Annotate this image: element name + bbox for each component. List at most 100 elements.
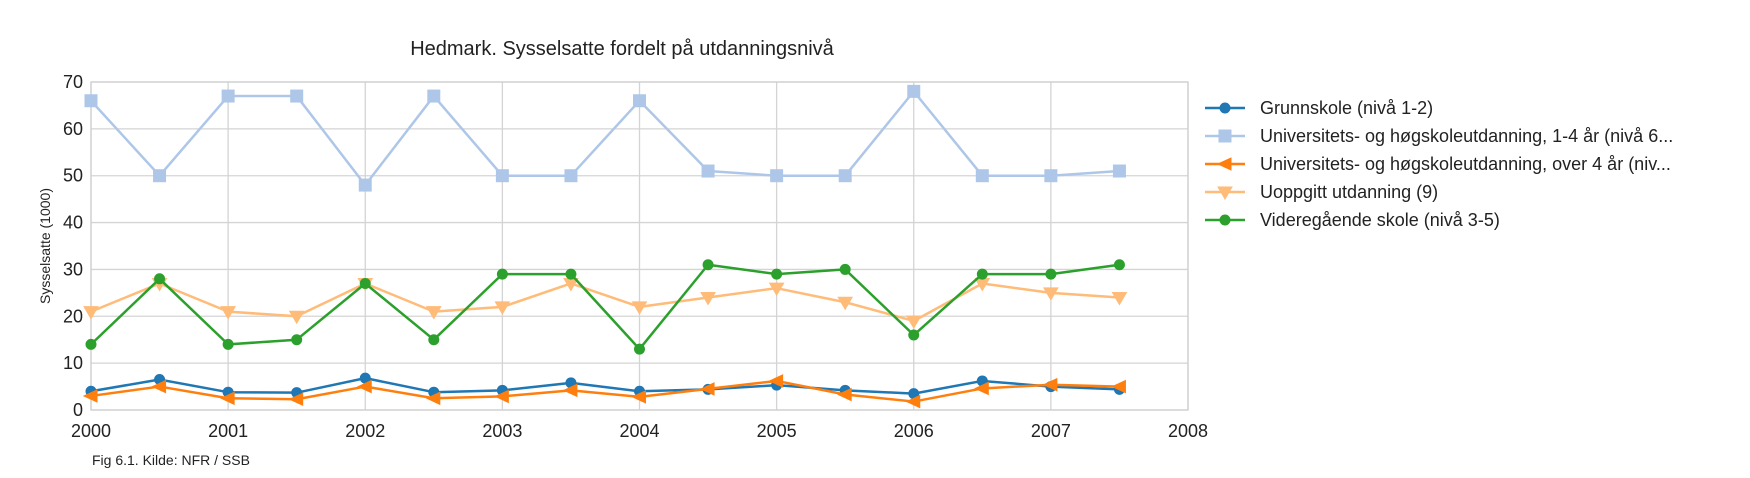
data-point <box>1111 379 1126 394</box>
data-point <box>565 268 577 280</box>
x-tick-label: 2003 <box>482 421 522 441</box>
data-point <box>770 169 784 183</box>
legend-item: Uoppgitt utdanning (9) <box>1205 182 1438 202</box>
data-point <box>153 169 167 183</box>
data-point <box>496 268 508 280</box>
x-tick-label: 2001 <box>208 421 248 441</box>
x-tick-label: 2008 <box>1168 421 1208 441</box>
legend-label: Videregående skole (nivå 3-5) <box>1260 210 1500 230</box>
y-axis-label: Sysselsatte (1000) <box>37 188 53 304</box>
legend-item: Grunnskole (nivå 1-2) <box>1205 98 1433 118</box>
legend-marker <box>1218 129 1232 143</box>
data-point <box>222 338 234 350</box>
data-point <box>1045 268 1057 280</box>
data-point <box>905 315 922 329</box>
data-point <box>976 268 988 280</box>
y-tick-label: 30 <box>63 259 83 279</box>
data-point <box>1042 377 1058 392</box>
data-point <box>839 263 851 275</box>
data-point <box>290 89 304 103</box>
grid <box>90 81 1189 411</box>
legend-marker <box>1216 157 1232 171</box>
data-point <box>221 89 235 103</box>
y-tick-label: 70 <box>63 72 83 92</box>
data-point <box>154 273 166 285</box>
legend-item: Videregående skole (nivå 3-5) <box>1205 210 1500 230</box>
y-tick-label: 10 <box>63 353 83 373</box>
y-tick-label: 0 <box>73 400 83 420</box>
data-point <box>82 389 98 403</box>
x-tick-label: 2007 <box>1031 421 1071 441</box>
data-point <box>699 382 715 396</box>
plot-frame <box>90 81 1189 411</box>
caption: Fig 6.1. Kilde: NFR / SSB <box>92 452 250 468</box>
data-point <box>220 306 236 320</box>
y-tick-label: 50 <box>63 166 83 186</box>
data-point <box>768 282 785 297</box>
legend-item: Universitets- og høgskoleutdanning, 1-4 … <box>1205 126 1673 146</box>
data-point <box>425 306 442 320</box>
data-point <box>631 301 648 315</box>
x-tick-label: 2002 <box>345 421 385 441</box>
data-point <box>85 338 97 350</box>
x-tick-label: 2004 <box>619 421 659 441</box>
y-axis: 0 10 20 30 40 50 60 70 <box>63 72 83 420</box>
series-line <box>90 263 1120 351</box>
series-3 <box>82 374 1126 409</box>
data-point <box>771 268 783 280</box>
data-point <box>975 169 989 183</box>
data-point <box>974 381 989 396</box>
data-point <box>357 379 372 394</box>
legend-marker <box>1217 186 1233 200</box>
data-point <box>427 89 441 103</box>
data-point <box>564 169 578 183</box>
series-line <box>90 379 1120 403</box>
legend-label: Uoppgitt utdanning (9) <box>1260 182 1438 202</box>
x-tick-label: 2000 <box>71 421 111 441</box>
data-point <box>837 296 854 311</box>
series-group <box>82 84 1128 409</box>
series-line <box>90 376 1120 395</box>
y-tick-label: 40 <box>63 213 83 233</box>
x-axis: 2000 2001 2002 2003 2004 2005 2006 2007 2008 <box>71 421 1208 441</box>
data-point <box>700 292 716 306</box>
data-point <box>634 343 645 355</box>
data-point <box>288 392 304 407</box>
series-5 <box>85 259 1125 355</box>
data-point <box>219 391 235 406</box>
data-point <box>291 334 303 346</box>
data-point <box>1044 169 1058 183</box>
data-point <box>288 310 305 325</box>
data-point <box>631 390 646 404</box>
data-point <box>495 169 509 183</box>
data-point <box>702 259 714 271</box>
data-point <box>1112 164 1126 178</box>
series-line <box>90 282 1120 323</box>
data-point <box>359 277 371 289</box>
data-point <box>701 164 715 178</box>
data-point <box>768 374 784 388</box>
data-point <box>905 394 921 409</box>
legend-label: Grunnskole (nivå 1-2) <box>1260 98 1433 118</box>
legend-marker <box>1219 102 1231 114</box>
y-tick-label: 20 <box>63 306 83 326</box>
series-line <box>90 90 1120 187</box>
data-point <box>836 387 852 402</box>
data-point <box>83 306 99 320</box>
data-point <box>84 94 98 108</box>
data-point <box>428 334 440 346</box>
series-2 <box>84 84 1126 192</box>
data-point <box>907 84 921 98</box>
data-point <box>838 169 852 183</box>
chart-title: Hedmark. Sysselsatte fordelt på utdannin… <box>410 38 834 60</box>
data-point <box>425 391 441 406</box>
legend-label: Universitets- og høgskoleutdanning, 1-4 … <box>1260 126 1673 146</box>
data-point <box>151 379 167 394</box>
legend-marker <box>1219 214 1231 226</box>
data-point <box>1111 292 1128 306</box>
data-point <box>1113 259 1125 271</box>
y-tick-label: 60 <box>63 119 83 139</box>
data-point <box>1043 287 1059 301</box>
data-point <box>358 178 372 192</box>
